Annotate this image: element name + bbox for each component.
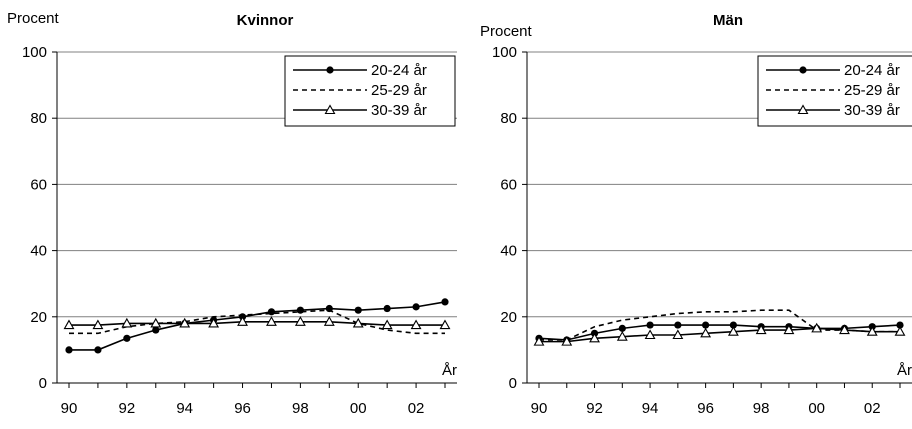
x-tick-label: 00 <box>350 400 367 417</box>
legend-label: 30-39 år <box>371 102 427 119</box>
data-point <box>589 332 600 343</box>
chart-title: Män <box>713 12 743 29</box>
x-tick-label: 02 <box>408 400 425 417</box>
y-tick-label: 100 <box>492 44 517 61</box>
x-tick-label: 02 <box>864 400 881 417</box>
y-tick-label: 40 <box>500 243 517 260</box>
data-point <box>237 316 248 326</box>
legend-label: 25-29 år <box>371 82 427 99</box>
data-point <box>441 298 449 306</box>
data-point <box>92 319 104 330</box>
data-point <box>894 326 906 336</box>
data-point <box>866 326 878 336</box>
data-point <box>672 329 684 340</box>
data-point <box>352 317 364 328</box>
y-tick-label: 60 <box>30 176 47 193</box>
data-point <box>674 321 682 329</box>
data-point <box>323 316 335 326</box>
x-tick-label: 00 <box>808 400 825 417</box>
legend-label: 20-24 år <box>844 62 900 79</box>
data-point <box>700 327 712 338</box>
data-point <box>561 336 573 346</box>
y-tick-label: 60 <box>500 176 517 193</box>
data-point <box>179 317 191 328</box>
y-tick-label: 20 <box>30 309 47 326</box>
data-point <box>439 319 451 330</box>
x-tick-label: 98 <box>292 400 309 417</box>
data-point <box>896 321 904 329</box>
y-tick-label: 40 <box>30 243 47 260</box>
data-point <box>618 324 626 332</box>
data-point <box>755 324 767 335</box>
x-tick-label: 90 <box>61 400 78 417</box>
data-point <box>533 336 545 346</box>
data-point <box>839 324 850 335</box>
data-point <box>412 303 420 311</box>
data-point <box>646 321 654 329</box>
data-point <box>123 334 131 342</box>
series-line-0 <box>538 324 901 341</box>
data-point <box>811 322 823 333</box>
y-tick-label: 100 <box>22 44 47 61</box>
x-tick-label: 96 <box>234 400 251 417</box>
data-point <box>296 306 304 314</box>
data-point <box>410 319 422 330</box>
legend-label: 25-29 år <box>844 82 900 99</box>
data-point <box>616 331 628 341</box>
data-point <box>702 321 710 329</box>
y-tick-label: 80 <box>500 110 517 127</box>
y-tick-label: 20 <box>500 309 517 326</box>
data-point <box>266 316 277 326</box>
x-tick-label: 90 <box>531 400 548 417</box>
data-point <box>208 317 220 328</box>
x-tick-label: 92 <box>119 400 136 417</box>
data-point <box>381 319 393 330</box>
legend-marker <box>324 104 336 115</box>
x-tick-label: 92 <box>586 400 603 417</box>
legend-box <box>757 55 912 127</box>
x-tick-label: 96 <box>697 400 714 417</box>
data-point <box>121 317 133 328</box>
legend-label: 20-24 år <box>371 62 427 79</box>
series-line-2 <box>69 320 445 326</box>
data-point <box>644 329 656 340</box>
data-point <box>354 306 362 314</box>
x-tick-label: 94 <box>642 400 659 417</box>
data-point <box>63 319 75 330</box>
y-tick-label: 0 <box>39 375 47 392</box>
y-axis-label: Procent <box>480 23 533 40</box>
legend-marker <box>799 66 807 74</box>
legend-marker <box>797 104 809 115</box>
legend-marker <box>326 66 334 74</box>
x-tick-label: 94 <box>176 400 193 417</box>
y-tick-label: 80 <box>30 110 47 127</box>
y-axis-label: Procent <box>7 10 60 27</box>
x-axis-label: År <box>897 362 912 379</box>
data-point <box>783 324 795 335</box>
legend: 20-24 år 25-29 år 30-39 år <box>284 55 456 127</box>
legend-label: 30-39 år <box>844 102 900 119</box>
data-point <box>152 326 160 334</box>
data-point <box>65 346 73 354</box>
chart-panel-1: 0 20 40 60 80 100 90 92 94 96 98 00 02 Män Procent År 20… <box>480 12 912 417</box>
chart-title: Kvinnor <box>237 12 294 29</box>
data-point <box>383 304 391 313</box>
data-point <box>150 317 162 328</box>
x-tick-label: 98 <box>753 400 770 417</box>
series-line-2 <box>539 327 900 343</box>
data-point <box>294 316 306 326</box>
data-point <box>727 326 739 336</box>
legend-box <box>284 55 456 127</box>
data-point <box>94 346 102 354</box>
series-line-1 <box>539 309 900 341</box>
x-axis-label: År <box>442 362 457 379</box>
data-point <box>729 321 737 329</box>
chart-panel-0: 0 20 40 60 80 100 90 92 94 96 98 00 02 Kvinnor Procent… <box>7 10 457 417</box>
legend: 20-24 år 25-29 år 30-39 år <box>757 55 912 127</box>
y-tick-label: 0 <box>509 375 517 392</box>
